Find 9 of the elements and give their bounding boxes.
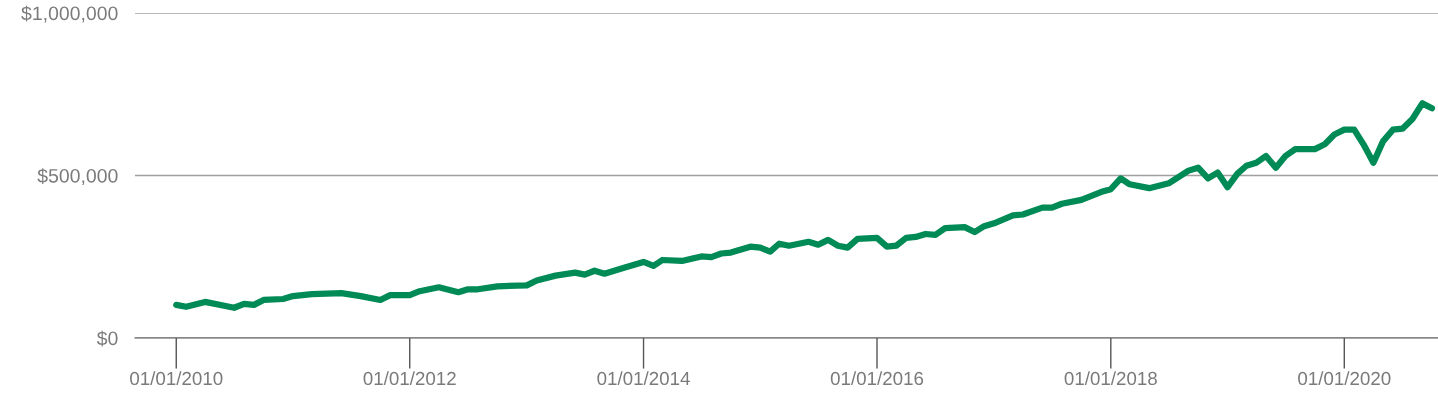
- y-tick-label: $0: [96, 330, 118, 347]
- x-tick-label: 01/01/2016: [830, 371, 924, 386]
- x-tick-label: 01/01/2014: [597, 371, 690, 386]
- y-tick-label: $1,000,000: [21, 5, 118, 23]
- x-tick-label: 01/01/2010: [130, 371, 223, 386]
- x-tick-label: 01/01/2018: [1064, 371, 1157, 386]
- x-tick-label: 01/01/2012: [363, 371, 456, 386]
- x-tick-label: 01/01/2020: [1298, 371, 1391, 386]
- y-tick-label: $500,000: [37, 168, 118, 186]
